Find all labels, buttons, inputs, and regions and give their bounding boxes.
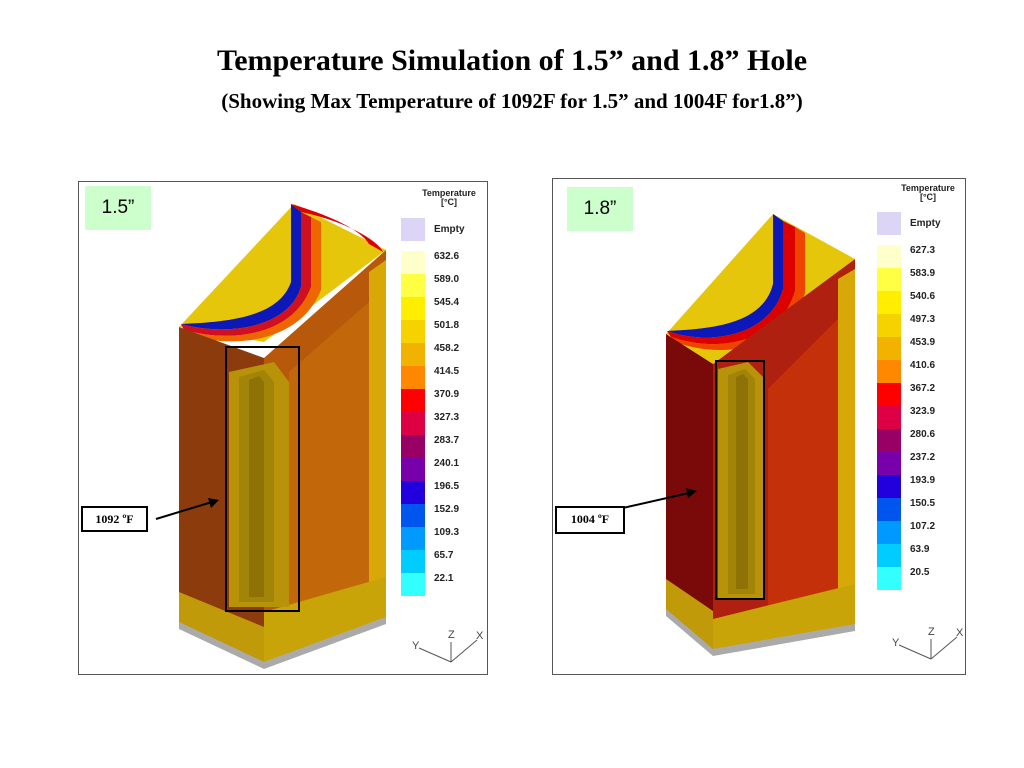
- legend-value: 109.3: [434, 527, 460, 538]
- axis-z-label: Z: [928, 626, 935, 638]
- legend-swatch: [401, 458, 425, 481]
- legend-swatch: [877, 314, 901, 337]
- legend-value: 453.9: [910, 337, 936, 348]
- legend-swatch: [401, 251, 425, 274]
- axis-x-label: X: [956, 627, 964, 639]
- legend-swatch: [877, 452, 901, 475]
- legend-value: 497.3: [910, 314, 936, 325]
- legend-title: Temperature: [901, 183, 955, 193]
- legend-swatch: [877, 475, 901, 498]
- slide-subtitle: (Showing Max Temperature of 1092F for 1.…: [221, 89, 803, 113]
- legend-value: 65.7: [434, 550, 454, 561]
- legend-value: 22.1: [434, 573, 454, 584]
- legend-value: 193.9: [910, 475, 936, 486]
- legend-swatch: [401, 435, 425, 458]
- legend-swatch: [401, 550, 425, 573]
- simulation-panel-1-8: Y Z X 1.8” Temperature [°C] Empty 627.3 58…: [552, 178, 966, 675]
- axis-y-label: Y: [412, 640, 420, 652]
- legend-value: 627.3: [910, 245, 936, 256]
- legend-value: 152.9: [434, 504, 460, 515]
- legend-swatch: [401, 389, 425, 412]
- axis-triad: Y Z X: [412, 629, 484, 663]
- legend-value: 237.2: [910, 452, 936, 463]
- legend-swatch: [877, 544, 901, 567]
- bore-surface: [179, 204, 386, 342]
- model-render-1-8: Y Z X: [604, 214, 964, 660]
- legend-swatch: [877, 291, 901, 314]
- legend-swatch: [401, 527, 425, 550]
- legend-value: 540.6: [910, 291, 936, 302]
- legend-swatch: [877, 429, 901, 452]
- axis-y-label: Y: [892, 637, 900, 649]
- legend-value: 501.8: [434, 320, 460, 331]
- legend-value: 150.5: [910, 498, 936, 509]
- legend-value: 410.6: [910, 360, 936, 371]
- hole-size-tag: 1.5”: [85, 186, 151, 230]
- bore-surface: [666, 214, 855, 364]
- callout-arrow: [155, 501, 213, 520]
- legend-label-empty: Empty: [434, 224, 465, 235]
- legend-value: 370.9: [434, 389, 460, 400]
- axis-x-label: X: [476, 630, 484, 642]
- legend-swatch: [401, 481, 425, 504]
- slide-title: Temperature Simulation of 1.5” and 1.8” …: [216, 44, 808, 77]
- callout-value: 1092: [95, 512, 120, 526]
- callout-unit: ºF: [122, 512, 134, 526]
- legend-label-empty: Empty: [910, 218, 941, 229]
- legend-swatch: [401, 343, 425, 366]
- legend-value: 545.4: [434, 297, 460, 308]
- model-render-1-5: Y Z X: [155, 204, 484, 669]
- legend-value: 283.7: [434, 435, 460, 446]
- legend-swatch: [877, 567, 901, 590]
- legend-value: 327.3: [434, 412, 460, 423]
- legend-swatch: [401, 573, 425, 596]
- callout-unit: ºF: [597, 512, 610, 526]
- legend-value: 20.5: [910, 567, 930, 578]
- legend-unit: [°C]: [919, 192, 937, 202]
- legend-swatch: [401, 274, 425, 297]
- legend-swatch-spacer: [401, 241, 425, 251]
- legend-swatch: [401, 320, 425, 343]
- legend-value: 323.9: [910, 406, 936, 417]
- max-temp-region-box: [225, 346, 300, 612]
- legend-swatch: [401, 412, 425, 435]
- legend-swatch: [877, 521, 901, 544]
- legend-value: 632.6: [434, 251, 460, 262]
- legend-swatch-empty: [877, 212, 901, 235]
- legend-swatch: [401, 366, 425, 389]
- callout-value: 1004: [570, 512, 595, 526]
- axis-triad: Y Z X: [892, 626, 964, 660]
- legend-swatch: [877, 383, 901, 406]
- legend-value: 583.9: [910, 268, 936, 279]
- legend-swatch: [877, 498, 901, 521]
- legend-swatch: [877, 360, 901, 383]
- legend-swatch: [877, 245, 901, 268]
- simulation-panel-1-5: Y Z X 1.5” Temperature [°C] Empty 632.6 58…: [78, 181, 488, 675]
- max-temp-callout: 1004 ºF: [555, 506, 625, 534]
- max-temp-callout: 1092 ºF: [81, 506, 148, 532]
- axis-z-label: Z: [448, 629, 455, 641]
- legend-unit: [°C]: [440, 197, 458, 207]
- max-temp-region-box: [715, 360, 765, 600]
- legend-value: 240.1: [434, 458, 460, 469]
- legend-title: Temperature: [422, 188, 476, 198]
- legend-value: 367.2: [910, 383, 936, 394]
- legend-swatch: [877, 337, 901, 360]
- legend-swatch-empty: [401, 218, 425, 241]
- legend-swatch-spacer: [877, 235, 901, 245]
- legend-value: 414.5: [434, 366, 460, 377]
- legend-value: 280.6: [910, 429, 936, 440]
- legend-value: 589.0: [434, 274, 460, 285]
- legend-value: 63.9: [910, 544, 930, 555]
- legend-value: 458.2: [434, 343, 460, 354]
- legend-swatch: [877, 406, 901, 429]
- legend-value: 196.5: [434, 481, 460, 492]
- legend-value: 107.2: [910, 521, 936, 532]
- legend-swatch: [401, 297, 425, 320]
- legend-swatch: [401, 504, 425, 527]
- hole-size-tag: 1.8”: [567, 187, 633, 231]
- legend-swatch: [877, 268, 901, 291]
